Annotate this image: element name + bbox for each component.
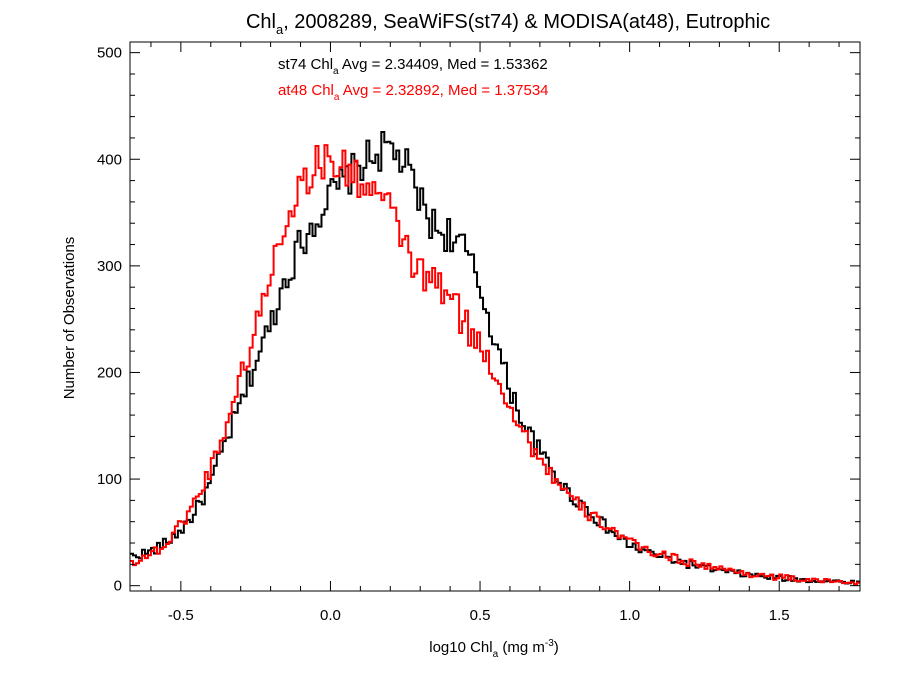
y-tick-label: 0: [114, 578, 122, 595]
histogram-st74-series: [130, 130, 860, 586]
x-axis-label-main: log10 Chl: [429, 639, 492, 656]
x-axis-label-sup: -3: [545, 638, 554, 649]
y-tick-label: 300: [97, 258, 122, 275]
annotation-st74-prefix: st74 Chl: [278, 56, 333, 73]
x-axis-label: log10 Chla (mg m-3): [429, 638, 559, 660]
x-tick-label: 0.0: [320, 607, 341, 624]
y-tick-label: 400: [97, 151, 122, 168]
annotation-at48: at48 Chla Avg = 2.32892, Med = 1.37534: [278, 82, 549, 103]
chart-title: Chla, 2008289, SeaWiFS(st74) & MODISA(at…: [246, 11, 770, 37]
x-tick-label: 0.5: [470, 607, 491, 624]
annotation-st74-rest: Avg = 2.34409, Med = 1.53362: [339, 56, 548, 73]
x-tick-label: -0.5: [168, 607, 194, 624]
x-axis-label-rest: (mg m: [498, 639, 545, 656]
y-tick-label: 200: [97, 364, 122, 381]
x-tick-label: 1.0: [619, 607, 640, 624]
annotation-at48-prefix: at48 Chl: [278, 82, 334, 99]
x-axis-label-end: ): [554, 639, 559, 656]
annotation-st74-sub: a: [333, 66, 339, 77]
annotation-st74: st74 Chla Avg = 2.34409, Med = 1.53362: [278, 56, 548, 77]
y-tick-label: 500: [97, 45, 122, 62]
annotation-at48-sub: a: [334, 92, 340, 103]
chart-title-main: Chl: [246, 11, 276, 33]
plot-area: [130, 130, 860, 586]
annotation-at48-rest: Avg = 2.32892, Med = 1.37534: [339, 82, 548, 99]
x-axis-label-sub: a: [493, 649, 499, 660]
histogram-at48-series: [130, 144, 860, 586]
axes-frame: [129, 41, 861, 592]
chart-title-sub: a: [276, 22, 284, 37]
y-axis-label: Number of Observations: [61, 237, 78, 400]
y-tick-label: 100: [97, 471, 122, 488]
chart-title-rest: , 2008289, SeaWiFS(st74) & MODISA(at48),…: [283, 11, 770, 33]
axis-ticks: -0.5 0.0 0.5 1.0 1.5 0 100 200 300 400 500: [97, 42, 860, 624]
x-tick-label: 1.5: [769, 607, 790, 624]
